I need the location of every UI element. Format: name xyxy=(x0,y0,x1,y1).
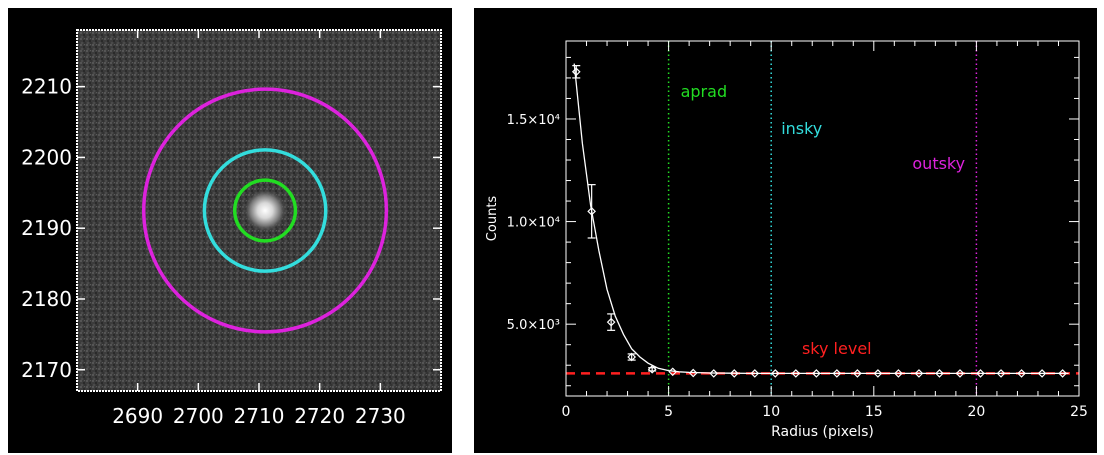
y-tick-label: 2180 xyxy=(21,287,72,311)
y-tick-label: 2200 xyxy=(21,145,72,169)
x-tick-label: 0 xyxy=(562,404,571,420)
x-tick-label: 20 xyxy=(967,404,985,420)
x-axis-label: Radius (pixels) xyxy=(771,424,874,440)
data-point xyxy=(627,352,637,362)
x-tick-label: 2700 xyxy=(173,404,224,428)
image-panel: 2690 2700 2710 2720 2730 2210 2200 2190 2180 2170 xyxy=(8,8,452,453)
y-tick-label: 5.0×10³ xyxy=(507,318,560,333)
aperture-image-plot: 2690 2700 2710 2720 2730 2210 2200 2190 2180 2170 xyxy=(21,29,442,428)
data-point xyxy=(709,369,719,378)
sky-level-label: sky level xyxy=(802,339,872,358)
radial-profile-plot: aprad insky outsky sky level 0 5 10 15 20 25 5.0×1… xyxy=(485,40,1088,440)
y-tick-label: 2170 xyxy=(21,358,72,382)
plot-frame xyxy=(565,40,1080,397)
y-tick-label: 2210 xyxy=(21,75,72,99)
y-axis-label: Counts xyxy=(485,196,500,242)
x-tick-label: 2690 xyxy=(112,404,163,428)
data-point xyxy=(976,369,985,378)
y-tick-label: 2190 xyxy=(21,216,72,240)
data-point xyxy=(894,369,903,378)
fit-curve xyxy=(573,63,1069,375)
data-point xyxy=(770,369,780,378)
x-tick-label: 2720 xyxy=(294,404,345,428)
x-tick-label: 15 xyxy=(865,404,883,420)
x-tick-label: 5 xyxy=(664,404,673,420)
data-point xyxy=(873,369,883,378)
data-point xyxy=(571,67,581,77)
data-point xyxy=(688,368,698,378)
x-tick-label: 25 xyxy=(1070,404,1088,420)
x-tick-label: 2710 xyxy=(234,404,285,428)
vline-label-aprad: aprad xyxy=(681,82,728,101)
data-point xyxy=(935,369,944,378)
data-point xyxy=(955,369,965,378)
data-point xyxy=(811,369,821,378)
x-tick-label: 10 xyxy=(762,404,780,420)
data-point xyxy=(1058,369,1067,378)
data-point xyxy=(729,369,739,378)
y-tick-label: 1.5×10⁴ xyxy=(507,113,560,128)
aperture-circle-insky xyxy=(202,148,328,273)
aperture-circle-aprad xyxy=(232,178,298,243)
y-tick-label: 1.0×10⁴ xyxy=(507,216,560,231)
star-source xyxy=(243,188,287,233)
data-point xyxy=(996,369,1006,378)
aperture-circle-outsky xyxy=(141,87,389,334)
vline-label-insky: insky xyxy=(781,119,822,138)
data-point xyxy=(791,369,801,378)
data-point xyxy=(1037,369,1047,378)
vline-label-outsky: outsky xyxy=(912,154,965,173)
radial-profile-panel: aprad insky outsky sky level 0 5 10 15 20 25 5.0×1… xyxy=(474,8,1097,453)
data-point xyxy=(647,364,657,374)
data-point xyxy=(832,369,842,378)
data-point xyxy=(587,206,596,216)
data-point xyxy=(668,367,678,377)
x-tick-label: 2730 xyxy=(355,404,406,428)
data-point xyxy=(1017,369,1026,378)
data-point xyxy=(606,317,616,327)
data-point xyxy=(853,369,862,378)
data-point xyxy=(914,369,924,378)
data-point xyxy=(750,369,760,378)
